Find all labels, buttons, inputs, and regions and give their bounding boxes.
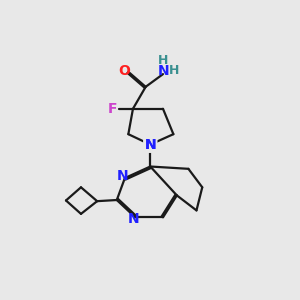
Text: N: N — [128, 212, 139, 226]
Text: N: N — [117, 169, 129, 183]
Text: H: H — [169, 64, 180, 77]
Text: H: H — [158, 54, 169, 67]
Text: F: F — [107, 102, 117, 116]
Text: N: N — [145, 138, 156, 152]
Text: N: N — [145, 138, 156, 152]
Text: N: N — [145, 138, 156, 152]
Text: O: O — [118, 64, 130, 78]
Text: N: N — [158, 64, 169, 78]
